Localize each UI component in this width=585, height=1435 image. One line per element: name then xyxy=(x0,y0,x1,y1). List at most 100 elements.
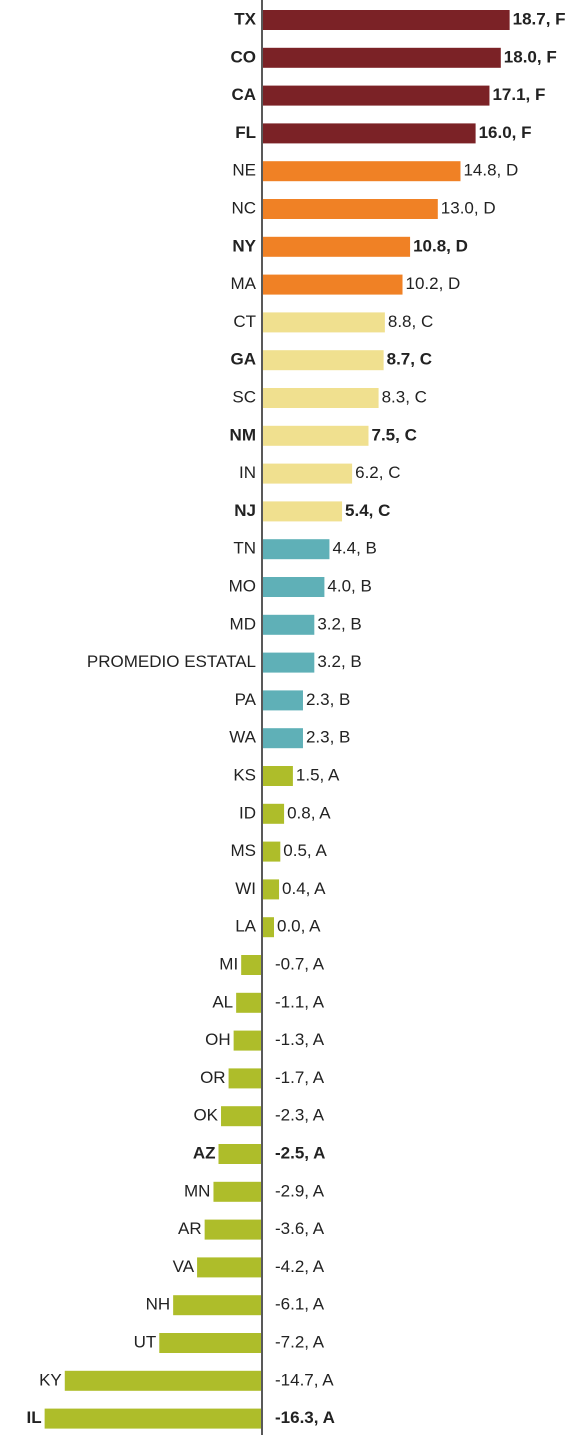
bar xyxy=(228,1068,261,1089)
bar xyxy=(263,841,281,862)
value-label: 0.4, A xyxy=(282,879,326,898)
bar xyxy=(173,1295,261,1316)
bar xyxy=(263,577,325,597)
category-label: NC xyxy=(231,198,256,217)
value-label: 8.8, C xyxy=(388,312,433,331)
value-label: 0.5, A xyxy=(283,841,327,860)
bar xyxy=(236,992,261,1013)
category-label: LA xyxy=(235,917,256,936)
value-label: 2.3, B xyxy=(306,728,350,747)
value-label: 0.8, A xyxy=(287,803,331,822)
value-label: 10.8, D xyxy=(413,236,468,255)
bar xyxy=(233,1030,261,1051)
category-label: PROMEDIO ESTATAL xyxy=(87,652,256,671)
bar xyxy=(263,652,315,673)
category-label: OH xyxy=(205,1030,231,1049)
value-label: 13.0, D xyxy=(441,198,496,217)
category-label: MD xyxy=(230,614,256,633)
bar xyxy=(263,728,303,749)
value-label: 1.5, A xyxy=(296,765,340,784)
category-label: KS xyxy=(233,765,256,784)
category-label: FL xyxy=(235,123,256,142)
bar xyxy=(263,917,274,938)
category-label: CA xyxy=(231,85,256,104)
category-label: NM xyxy=(230,425,256,444)
category-label: MS xyxy=(231,841,257,860)
category-label: WA xyxy=(229,728,256,747)
bar xyxy=(263,123,476,144)
value-label: 18.7, F xyxy=(513,9,566,28)
bar xyxy=(218,1144,261,1164)
value-label: -1.7, A xyxy=(275,1068,325,1087)
bar xyxy=(263,766,293,786)
category-label: MO xyxy=(229,576,256,595)
bar xyxy=(263,10,510,30)
value-label: 6.2, C xyxy=(355,463,400,482)
category-label: ID xyxy=(239,803,256,822)
category-label: UT xyxy=(134,1332,157,1351)
category-label: OR xyxy=(200,1068,226,1087)
category-label: AL xyxy=(212,992,233,1011)
category-label: TX xyxy=(234,9,256,28)
bar xyxy=(263,614,315,635)
bar xyxy=(263,690,303,711)
category-label: AR xyxy=(178,1219,202,1238)
bar xyxy=(213,1181,261,1202)
bar xyxy=(241,955,261,975)
category-label: TN xyxy=(233,539,256,558)
value-label: 8.7, C xyxy=(387,350,432,369)
bar xyxy=(263,199,438,219)
value-label: 18.0, F xyxy=(504,47,557,66)
value-label: 0.0, A xyxy=(277,917,321,936)
category-label: SC xyxy=(232,387,256,406)
value-label: -14.7, A xyxy=(275,1370,334,1389)
bar xyxy=(263,85,490,106)
value-label: -2.5, A xyxy=(275,1143,325,1162)
bar xyxy=(263,388,379,408)
category-label: NJ xyxy=(234,501,256,520)
value-label: 10.2, D xyxy=(406,274,461,293)
value-label: -1.1, A xyxy=(275,992,325,1011)
value-label: 8.3, C xyxy=(382,387,427,406)
bar xyxy=(204,1219,261,1240)
value-label: -2.9, A xyxy=(275,1181,325,1200)
value-label: -7.2, A xyxy=(275,1332,325,1351)
bar xyxy=(263,236,411,257)
category-label: MN xyxy=(184,1181,210,1200)
category-label: NH xyxy=(146,1295,171,1314)
category-label: OK xyxy=(193,1106,218,1125)
category-label: CT xyxy=(233,312,256,331)
category-label: IN xyxy=(239,463,256,482)
bar xyxy=(263,274,403,295)
value-label: -4.2, A xyxy=(275,1257,325,1276)
bar xyxy=(263,350,384,371)
category-label: VA xyxy=(173,1257,195,1276)
bar xyxy=(263,463,353,484)
category-label: WI xyxy=(235,879,256,898)
bar xyxy=(263,312,385,333)
value-label: 4.0, B xyxy=(327,576,371,595)
category-label: MA xyxy=(231,274,257,293)
bar xyxy=(64,1370,261,1391)
value-label: -0.7, A xyxy=(275,954,325,973)
value-label: 3.2, B xyxy=(317,614,361,633)
category-label: NE xyxy=(232,161,256,180)
category-label: PA xyxy=(235,690,257,709)
category-label: MI xyxy=(219,954,238,973)
category-label: CO xyxy=(231,47,257,66)
bar xyxy=(221,1106,261,1127)
value-label: -3.6, A xyxy=(275,1219,325,1238)
value-label: 4.4, B xyxy=(332,539,376,558)
category-label: IL xyxy=(27,1408,42,1427)
category-label: AZ xyxy=(193,1143,216,1162)
value-label: -6.1, A xyxy=(275,1295,325,1314)
bar xyxy=(197,1257,261,1278)
bar xyxy=(44,1408,262,1429)
category-label: KY xyxy=(39,1370,62,1389)
value-label: 14.8, D xyxy=(463,161,518,180)
bar xyxy=(263,47,501,68)
value-label: 7.5, C xyxy=(372,425,417,444)
value-label: 2.3, B xyxy=(306,690,350,709)
bar xyxy=(263,161,461,182)
